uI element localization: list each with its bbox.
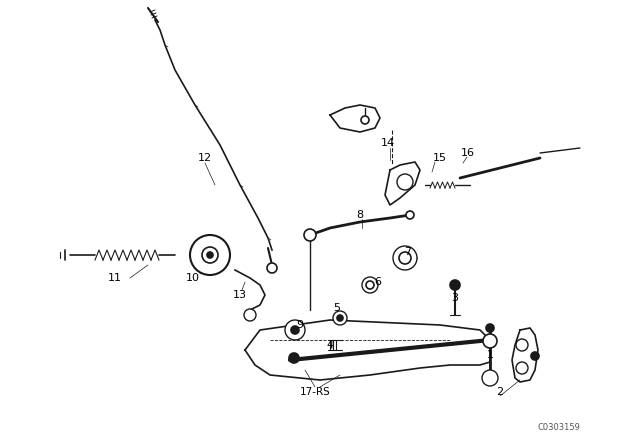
Circle shape (361, 116, 369, 124)
Circle shape (366, 281, 374, 289)
Text: 14: 14 (381, 138, 395, 148)
Text: 12: 12 (198, 153, 212, 163)
Circle shape (289, 353, 299, 363)
Circle shape (486, 324, 494, 332)
Text: 9: 9 (296, 320, 303, 330)
Text: 16: 16 (461, 148, 475, 158)
Circle shape (516, 339, 528, 351)
Circle shape (304, 229, 316, 241)
Text: 15: 15 (433, 153, 447, 163)
Circle shape (531, 352, 539, 360)
Text: 1: 1 (486, 350, 493, 360)
Circle shape (406, 211, 414, 219)
Text: 7: 7 (404, 247, 412, 257)
Circle shape (190, 235, 230, 275)
Text: 8: 8 (356, 210, 364, 220)
Circle shape (482, 370, 498, 386)
Circle shape (202, 247, 218, 263)
Circle shape (450, 280, 460, 290)
Circle shape (285, 320, 305, 340)
Circle shape (291, 326, 299, 334)
Text: 10: 10 (186, 273, 200, 283)
Circle shape (333, 311, 347, 325)
Text: C0303159: C0303159 (537, 423, 580, 432)
Text: 2: 2 (497, 387, 504, 397)
Circle shape (483, 334, 497, 348)
Text: 3: 3 (451, 293, 458, 303)
Text: 4: 4 (326, 340, 333, 350)
Text: 17-RS: 17-RS (300, 387, 330, 397)
Circle shape (397, 174, 413, 190)
Circle shape (207, 252, 213, 258)
Text: 6: 6 (374, 277, 381, 287)
Circle shape (399, 252, 411, 264)
Circle shape (244, 309, 256, 321)
Text: 5: 5 (333, 303, 340, 313)
Circle shape (362, 277, 378, 293)
Circle shape (337, 315, 343, 321)
Circle shape (267, 263, 277, 273)
Circle shape (516, 362, 528, 374)
Circle shape (393, 246, 417, 270)
Text: 11: 11 (108, 273, 122, 283)
Text: 13: 13 (233, 290, 247, 300)
